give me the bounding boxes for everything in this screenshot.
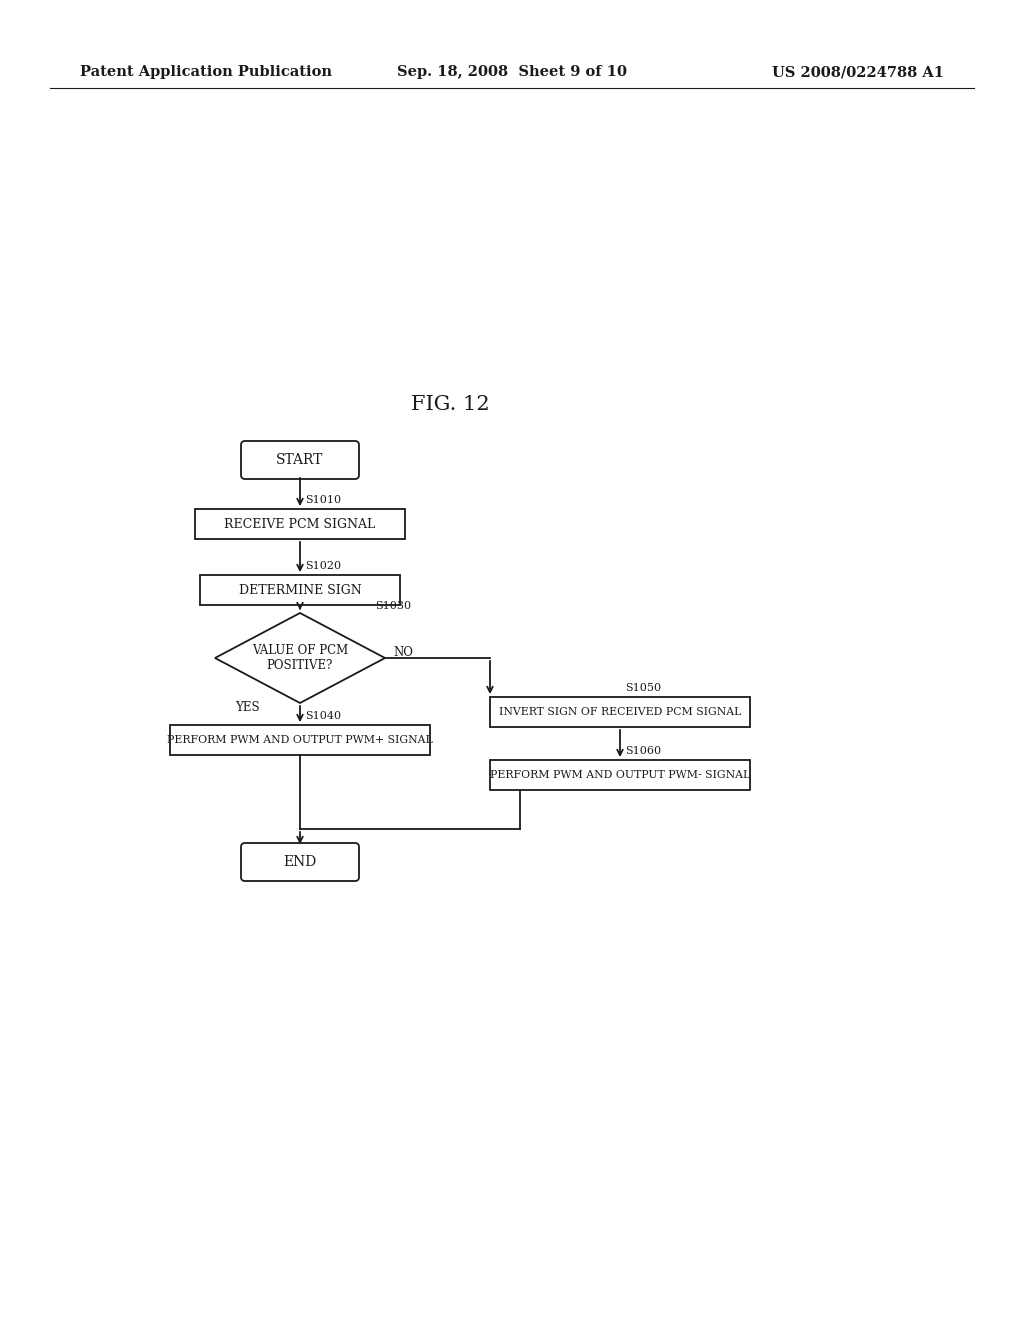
Text: PERFORM PWM AND OUTPUT PWM+ SIGNAL: PERFORM PWM AND OUTPUT PWM+ SIGNAL bbox=[167, 735, 433, 744]
Bar bbox=[490, 760, 750, 789]
Text: S1010: S1010 bbox=[305, 495, 341, 506]
FancyBboxPatch shape bbox=[241, 843, 359, 880]
Bar bbox=[195, 510, 406, 539]
Text: DETERMINE SIGN: DETERMINE SIGN bbox=[239, 583, 361, 597]
Bar bbox=[490, 697, 750, 727]
Text: RECEIVE PCM SIGNAL: RECEIVE PCM SIGNAL bbox=[224, 517, 376, 531]
Text: START: START bbox=[276, 453, 324, 467]
Bar bbox=[170, 725, 430, 755]
Text: INVERT SIGN OF RECEIVED PCM SIGNAL: INVERT SIGN OF RECEIVED PCM SIGNAL bbox=[499, 708, 741, 717]
Text: FIG. 12: FIG. 12 bbox=[411, 396, 489, 414]
Text: US 2008/0224788 A1: US 2008/0224788 A1 bbox=[772, 65, 944, 79]
Text: S1060: S1060 bbox=[625, 746, 662, 756]
Text: S1030: S1030 bbox=[375, 601, 411, 611]
Text: END: END bbox=[284, 855, 316, 869]
Text: Patent Application Publication: Patent Application Publication bbox=[80, 65, 332, 79]
Text: S1040: S1040 bbox=[305, 711, 341, 721]
Text: VALUE OF PCM
POSITIVE?: VALUE OF PCM POSITIVE? bbox=[252, 644, 348, 672]
Text: YES: YES bbox=[234, 701, 260, 714]
Text: S1050: S1050 bbox=[625, 682, 662, 693]
Bar bbox=[200, 576, 400, 605]
Text: NO: NO bbox=[393, 647, 413, 660]
Text: S1020: S1020 bbox=[305, 561, 341, 572]
FancyBboxPatch shape bbox=[241, 441, 359, 479]
Text: Sep. 18, 2008  Sheet 9 of 10: Sep. 18, 2008 Sheet 9 of 10 bbox=[397, 65, 627, 79]
Polygon shape bbox=[215, 612, 385, 704]
Text: PERFORM PWM AND OUTPUT PWM- SIGNAL: PERFORM PWM AND OUTPUT PWM- SIGNAL bbox=[489, 770, 751, 780]
